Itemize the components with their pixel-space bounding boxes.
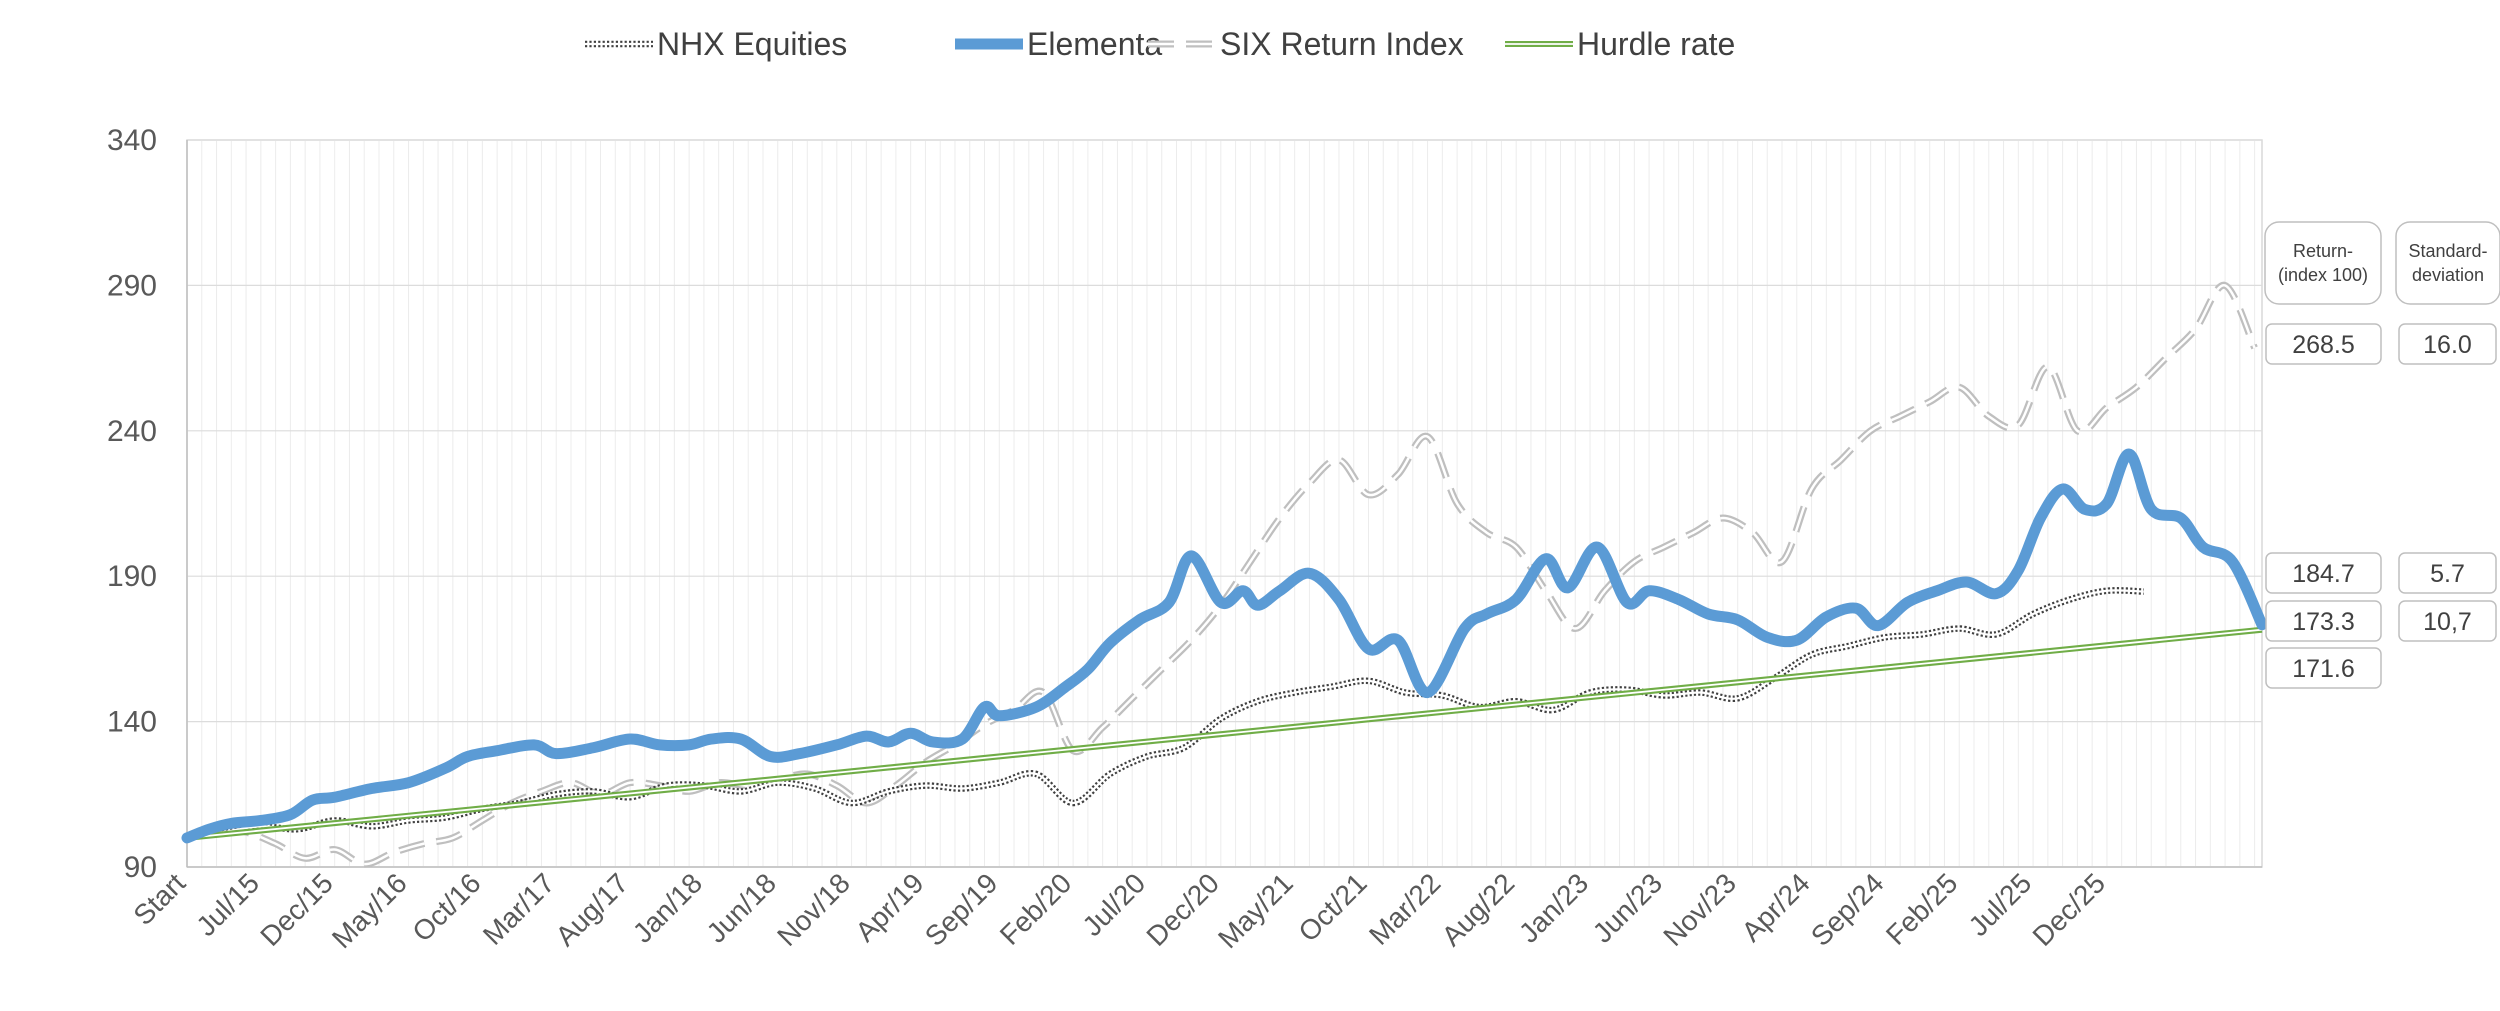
x-tick-label: Dec/20 (1140, 867, 1225, 952)
return-value-box (2265, 323, 2382, 365)
x-tick-label: Jun/18 (701, 867, 782, 948)
return-value-text: 173.3 (2292, 608, 2355, 636)
x-tick-label: Jan/23 (1513, 867, 1594, 948)
series-line-elementa (181, 448, 2268, 844)
legend-label-elementa: Elementa (1027, 26, 1162, 62)
y-tick-label: 90 (124, 851, 157, 884)
std-value-text: 16.0 (2423, 331, 2472, 359)
legend-label-six-return-index: SIX Return Index (1220, 26, 1464, 62)
return-value-text: 184.7 (2292, 560, 2355, 588)
x-tick-label: Oct/21 (1292, 867, 1372, 947)
return-value-box (2265, 600, 2382, 642)
header-std-text: deviation (2412, 265, 2484, 285)
return-value-text: 171.6 (2292, 655, 2355, 683)
std-value-text: 5.7 (2430, 560, 2465, 588)
return-value-text: 268.5 (2292, 331, 2355, 359)
y-tick-label: 140 (107, 706, 157, 739)
x-tick-label: Mar/17 (477, 867, 561, 951)
x-tick-label: Sep/19 (919, 867, 1004, 952)
x-tick-label: Aug/22 (1436, 867, 1521, 952)
std-value-box (2398, 323, 2497, 365)
std-value-box (2398, 552, 2497, 594)
x-tick-label: Jan/18 (627, 867, 708, 948)
header-std-box (2395, 221, 2500, 305)
x-tick-label: Dec/25 (2027, 867, 2112, 952)
x-tick-label: Jun/23 (1587, 867, 1668, 948)
x-tick-label: Feb/20 (994, 867, 1078, 951)
series-line-hurdle-rate-inner (186, 628, 2263, 839)
x-tick-label: Apr/24 (1736, 867, 1816, 947)
x-tick-label: Aug/17 (550, 867, 635, 952)
x-tick-label: Nov/23 (1657, 867, 1742, 952)
x-tick-label: Sep/24 (1805, 867, 1890, 952)
legend-label-hurdle-rate: Hurdle rate (1577, 26, 1735, 62)
header-std-text: Standard- (2408, 241, 2487, 261)
x-tick-label: Feb/25 (1880, 867, 1964, 951)
y-tick-label: 240 (107, 415, 157, 448)
y-tick-label: 290 (107, 269, 157, 302)
return-value-box (2265, 552, 2382, 594)
x-tick-label: Apr/19 (849, 867, 929, 947)
std-value-text: 10,7 (2423, 608, 2472, 636)
x-tick-label: Oct/16 (406, 867, 486, 947)
x-tick-label: Nov/18 (771, 867, 856, 952)
header-return-text: Return- (2293, 241, 2353, 261)
plot-area (186, 139, 2263, 868)
header-return-box (2264, 221, 2382, 305)
y-tick-label: 190 (107, 560, 157, 593)
return-value-box (2265, 647, 2382, 689)
x-tick-label: Dec/15 (254, 867, 339, 952)
x-tick-label: May/16 (326, 867, 413, 954)
x-tick-label: Mar/22 (1363, 867, 1447, 951)
x-tick-label: May/21 (1212, 867, 1299, 954)
legend-label-nhx-equities: NHX Equities (657, 26, 847, 62)
y-tick-label: 340 (107, 124, 157, 157)
std-value-box (2398, 600, 2497, 642)
header-return-text: (index 100) (2278, 265, 2368, 285)
